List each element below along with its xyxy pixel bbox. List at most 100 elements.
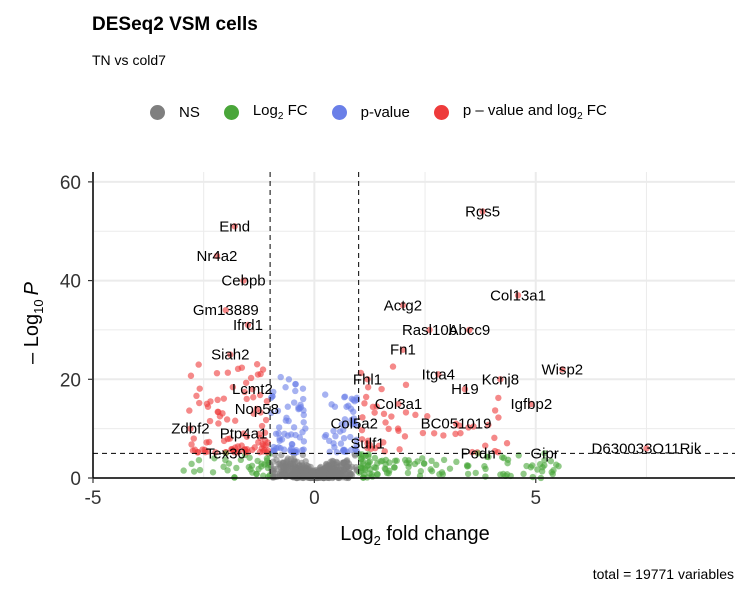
point-log2fc (365, 453, 372, 460)
point-both (216, 413, 224, 420)
point-both (220, 395, 228, 402)
point-both (461, 385, 469, 393)
point-both (382, 419, 389, 426)
point-both (195, 361, 202, 368)
legend: NS Log2 FC p-value p – value and log2 FC (150, 102, 631, 122)
point-both (378, 385, 385, 393)
points-layer (180, 208, 650, 482)
point-both (253, 405, 261, 413)
x-tick-label: -5 (85, 488, 102, 509)
gene-label: Gm13889 (193, 302, 259, 319)
point-pvalue (326, 437, 333, 445)
gene-label: Siah2 (211, 347, 249, 364)
point-both (412, 411, 419, 419)
point-log2fc (550, 467, 557, 474)
gene-label: Kcnj8 (482, 371, 520, 388)
legend-swatch-pvalue (331, 104, 347, 120)
point-ns (348, 463, 356, 470)
point-pvalue (300, 438, 308, 445)
gene-label: Cebpb (221, 273, 265, 290)
point-pvalue (341, 393, 349, 400)
point-both (466, 326, 473, 334)
point-pvalue (283, 414, 290, 421)
point-both (206, 417, 214, 425)
legend-item-log2fc: Log2 FC (223, 102, 308, 122)
point-log2fc (428, 457, 435, 465)
point-both (196, 385, 203, 392)
point-pvalue (350, 408, 357, 415)
point-ns (297, 467, 304, 474)
point-pvalue (322, 431, 330, 439)
point-both (361, 400, 368, 407)
point-log2fc (433, 461, 440, 469)
point-pvalue (337, 440, 345, 447)
gene-label: Podn (461, 445, 496, 462)
point-pvalue (353, 436, 360, 444)
point-log2fc (446, 465, 454, 472)
point-both (215, 420, 222, 427)
legend-label-log2fc: Log2 FC (252, 102, 308, 122)
point-both (452, 420, 460, 427)
point-both (264, 447, 272, 454)
point-both (495, 394, 502, 402)
point-log2fc (246, 454, 253, 461)
point-pvalue (300, 446, 307, 453)
point-both (240, 277, 247, 284)
legend-swatch-both (433, 104, 449, 120)
point-both (229, 383, 237, 391)
point-log2fc (261, 461, 268, 468)
point-both (205, 438, 213, 446)
point-log2fc (403, 459, 410, 467)
gene-label: Rasl10b (402, 322, 457, 339)
point-both (643, 445, 650, 452)
point-log2fc (361, 466, 369, 474)
point-pvalue (341, 448, 349, 455)
gene-label: Nop58 (235, 401, 279, 418)
point-log2fc (499, 454, 506, 461)
point-both (491, 407, 499, 414)
point-pvalue (272, 430, 280, 437)
point-both (452, 430, 459, 438)
point-both (402, 409, 410, 416)
point-both (528, 400, 535, 408)
point-both (435, 371, 442, 378)
point-log2fc (534, 466, 541, 473)
gene-label: Lcmt2 (232, 381, 273, 398)
point-log2fc (237, 456, 245, 464)
legend-swatch-ns (150, 104, 165, 120)
point-log2fc (368, 471, 376, 478)
point-log2fc (485, 453, 492, 461)
point-pvalue (277, 373, 284, 381)
point-pvalue (341, 416, 349, 423)
point-ns (316, 470, 323, 477)
point-log2fc (391, 457, 399, 464)
point-log2fc (529, 473, 536, 481)
point-pvalue (275, 424, 283, 431)
point-log2fc (523, 462, 530, 470)
point-both (249, 385, 256, 393)
point-both (364, 440, 371, 447)
point-log2fc (428, 467, 436, 475)
point-pvalue (331, 403, 339, 410)
gene-label: Ifrd1 (233, 317, 263, 334)
y-tick-label: 20 (60, 370, 81, 391)
point-pvalue (284, 403, 291, 410)
point-both (259, 366, 267, 373)
legend-label-both: p – value and log2 FC (462, 102, 607, 122)
point-pvalue (300, 407, 307, 414)
point-log2fc (504, 459, 511, 467)
point-both (380, 439, 387, 446)
point-both (224, 369, 232, 376)
point-both (401, 433, 409, 440)
point-pvalue (292, 387, 299, 395)
point-log2fc (482, 473, 489, 480)
gene-label: D630033O11Rik (592, 440, 702, 457)
point-both (234, 365, 242, 373)
point-both (186, 407, 193, 414)
point-log2fc (245, 463, 253, 471)
chart-caption: total = 19771 variables (592, 566, 734, 582)
point-both (243, 395, 250, 403)
point-both (250, 410, 257, 417)
point-both (371, 409, 378, 416)
